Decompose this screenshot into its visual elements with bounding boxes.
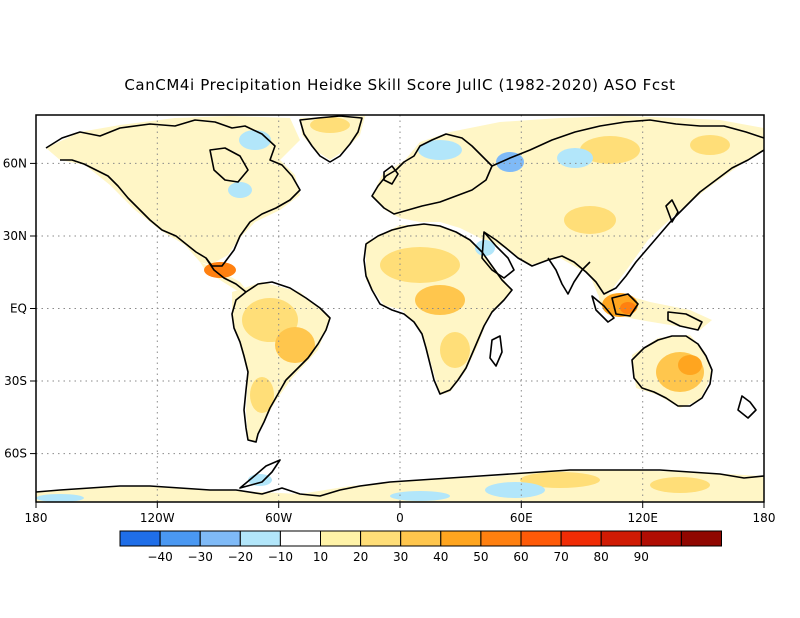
colorbar-label: 40 — [433, 550, 448, 564]
new-zealand-coastline — [737, 395, 757, 419]
coastlines — [36, 115, 764, 497]
colorbar-labels: −40 −30 −20 −10 10 20 30 40 50 60 70 80 90 — [147, 550, 649, 564]
map-panel: 180 120W 60W 0 60E 120E 180 60N 30N EQ 3… — [3, 114, 776, 525]
x-tick-label: 60W — [265, 511, 292, 525]
colorbar-label: 20 — [353, 550, 368, 564]
greenland-coastline — [299, 115, 363, 163]
map-title: CanCM4i Precipitation Heidke Skill Score… — [124, 76, 676, 94]
india-coastline — [547, 257, 591, 295]
colorbar-box — [279, 530, 321, 547]
x-tick-label: 180 — [753, 511, 776, 525]
colorbar-label: −20 — [228, 550, 253, 564]
colorbar-box — [440, 530, 482, 547]
x-tick-label: 60E — [510, 511, 533, 525]
new-guinea-coastline — [667, 311, 703, 331]
colorbar-box — [239, 530, 281, 547]
central-america-coastline — [205, 257, 247, 293]
australia-coastline — [631, 335, 713, 407]
colorbar-label: 70 — [553, 550, 568, 564]
colorbar-label: 90 — [634, 550, 649, 564]
x-axis-labels: 180 120W 60W 0 60E 120E 180 — [25, 511, 776, 525]
sumatra-coastline — [591, 295, 615, 323]
colorbar-box — [320, 530, 362, 547]
y-tick-label: 60S — [4, 447, 27, 461]
colorbar-box — [400, 530, 442, 547]
colorbar-boxes — [119, 530, 723, 547]
south-america-coastline — [231, 281, 331, 443]
colorbar-box — [680, 530, 723, 547]
colorbar-box — [119, 530, 161, 547]
y-tick-label: 30S — [4, 374, 27, 388]
y-tick-label: EQ — [10, 302, 27, 316]
japan-coastline — [665, 199, 679, 223]
madagascar-coastline — [489, 335, 503, 367]
eurasia-field — [372, 116, 764, 295]
colorbar-box — [480, 530, 522, 547]
colorbar-box — [560, 530, 602, 547]
asia-coastline — [483, 119, 764, 295]
colorbar-box — [600, 530, 642, 547]
graticule — [36, 115, 764, 502]
colorbar-label: 30 — [393, 550, 408, 564]
x-tick-label: 120E — [627, 511, 658, 525]
britain-coastline — [383, 165, 399, 185]
colorbar-box — [159, 530, 201, 547]
borneo-coastline — [611, 293, 639, 317]
colorbar-box — [199, 530, 241, 547]
colorbar-label: 10 — [313, 550, 328, 564]
x-tick-label: 120W — [140, 511, 175, 525]
y-tick-label: 30N — [3, 229, 27, 243]
hudson-bay-coastline — [209, 147, 249, 183]
x-tick-label: 180 — [25, 511, 48, 525]
y-axis-labels: 60N 30N EQ 30S 60S — [3, 157, 27, 461]
tick-marks — [30, 162, 765, 508]
antarctica-coastline — [36, 469, 764, 497]
colorbar-box — [640, 530, 682, 547]
x-tick-label: 0 — [396, 511, 404, 525]
colorbar-label: −30 — [188, 550, 213, 564]
arabia-coastline — [481, 231, 515, 279]
colorbar-label: 80 — [594, 550, 609, 564]
colorbar-box — [360, 530, 402, 547]
colorbar-box — [520, 530, 562, 547]
europe-coastline — [371, 133, 493, 215]
colorbar-label: 60 — [513, 550, 528, 564]
africa-coastline — [363, 223, 513, 395]
negative-skill-patches — [36, 130, 593, 502]
colorbar-label: −10 — [268, 550, 293, 564]
colorbar-label: 50 — [473, 550, 488, 564]
colorbar: −40 −30 −20 −10 10 20 30 40 50 60 70 80 90 — [119, 530, 723, 564]
colorbar-label: −40 — [147, 550, 172, 564]
north-america-coastline — [45, 119, 301, 267]
antarctic-peninsula-coastline — [239, 459, 281, 489]
y-tick-label: 60N — [3, 157, 27, 171]
